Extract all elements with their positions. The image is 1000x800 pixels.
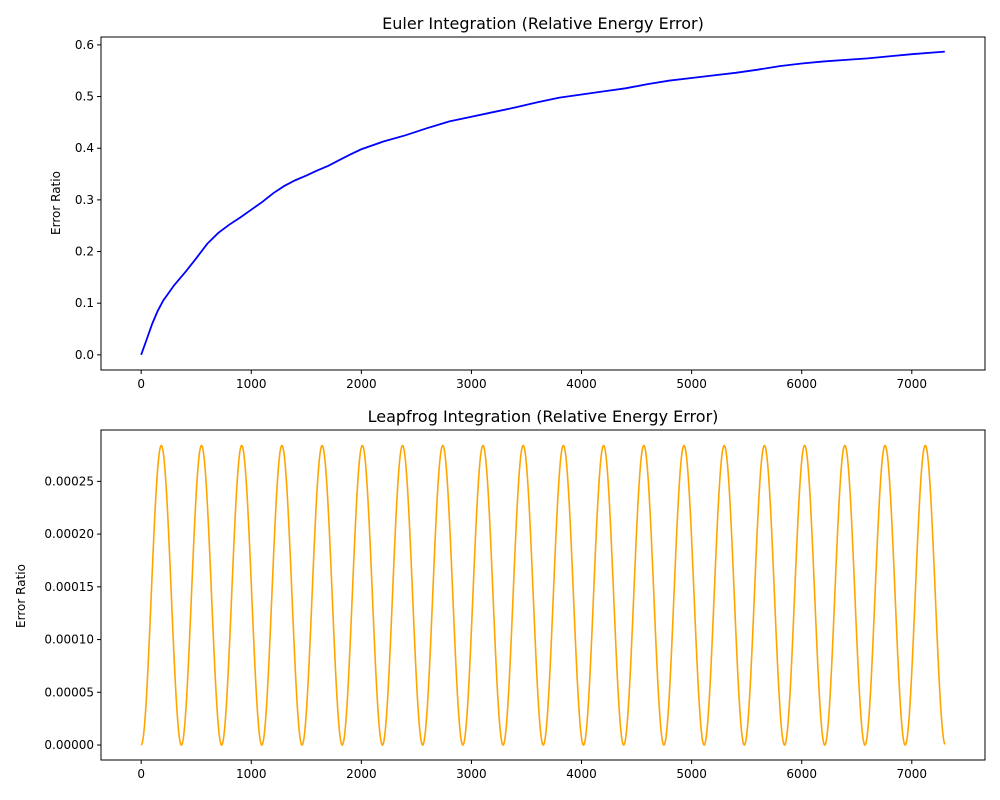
euler-axes: Euler Integration (Relative Energy Error… [49,14,986,391]
euler-y-ticks: 0.0 0.1 0.2 0.3 0.4 0.5 0.6 [75,38,101,362]
euler-y-axis-label: Error Ratio [49,171,63,235]
euler-x-tick-label: 0 [137,377,145,391]
euler-x-tick-label: 1000 [236,377,267,391]
leapfrog-x-tick-label: 0 [137,767,145,781]
euler-y-tick-label: 0.2 [75,245,94,259]
euler-x-tick-label: 2000 [346,377,377,391]
euler-y-tick-label: 0.4 [75,141,94,155]
euler-y-tick-label: 0.0 [75,348,94,362]
leapfrog-y-tick-label: 0.00010 [44,633,94,647]
euler-title: Euler Integration (Relative Energy Error… [382,14,704,33]
leapfrog-x-tick-label: 1000 [236,767,267,781]
leapfrog-x-ticks: 0 1000 2000 3000 4000 5000 6000 7000 [137,760,927,781]
leapfrog-y-tick-label: 0.00025 [44,474,94,488]
leapfrog-x-tick-label: 4000 [566,767,597,781]
euler-x-tick-label: 7000 [897,377,928,391]
leapfrog-x-tick-label: 6000 [786,767,817,781]
leapfrog-y-ticks: 0.00000 0.00005 0.00010 0.00015 0.00020 0.000… [44,474,101,752]
euler-x-ticks: 0 1000 2000 3000 4000 5000 6000 7000 [137,370,927,391]
leapfrog-y-tick-label: 0.00015 [44,580,94,594]
leapfrog-x-tick-label: 7000 [897,767,928,781]
leapfrog-error-line [140,444,946,747]
leapfrog-y-tick-label: 0.00000 [44,738,94,752]
euler-y-tick-label: 0.3 [75,193,94,207]
euler-y-tick-label: 0.6 [75,38,94,52]
euler-x-tick-label: 4000 [566,377,597,391]
euler-plot-frame [100,36,986,371]
leapfrog-x-tick-label: 2000 [346,767,377,781]
leapfrog-plot-frame [100,429,986,761]
leapfrog-title: Leapfrog Integration (Relative Energy Er… [368,407,719,426]
euler-error-line [140,50,945,356]
euler-x-tick-label: 5000 [676,377,707,391]
euler-x-tick-label: 6000 [786,377,817,391]
leapfrog-y-tick-label: 0.00020 [44,527,94,541]
euler-y-tick-label: 0.1 [75,296,94,310]
leapfrog-y-axis-label: Error Ratio [14,564,28,628]
leapfrog-x-tick-label: 3000 [456,767,487,781]
euler-y-tick-label: 0.5 [75,90,94,104]
euler-x-tick-label: 3000 [456,377,487,391]
leapfrog-axes: Leapfrog Integration (Relative Energy Er… [14,407,986,781]
leapfrog-y-tick-label: 0.00005 [44,685,94,699]
leapfrog-x-tick-label: 5000 [676,767,707,781]
